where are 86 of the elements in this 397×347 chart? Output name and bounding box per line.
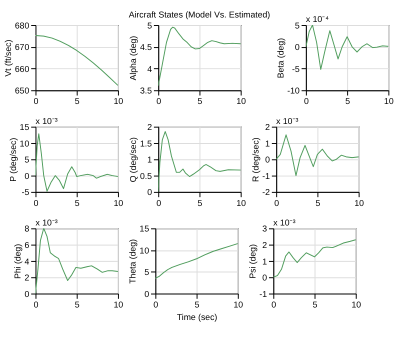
y-tick-label: 2 [24, 272, 30, 283]
y-tick-label: 10 [20, 138, 30, 148]
y-tick-label: 2 [147, 122, 152, 132]
x-tick-label: 5 [74, 198, 80, 208]
x-tick-label: 10 [351, 299, 362, 310]
x-tick-label: 10 [114, 96, 124, 106]
x-tick-label: 5 [315, 198, 320, 208]
line-series [155, 243, 238, 279]
x-tick-label: 10 [114, 198, 124, 208]
y-tick-label: 0 [24, 288, 30, 299]
y-tick-label: -10 [287, 86, 300, 96]
x-tick-label: 10 [354, 198, 364, 208]
line-series [35, 34, 118, 86]
y-tick-label: 2 [265, 122, 270, 132]
line-series [273, 239, 356, 278]
x-tick-label: 5 [194, 299, 200, 310]
text: x 10⁻⁴ [306, 14, 330, 24]
y-tick-label: 4 [147, 64, 152, 74]
y-tick-label: 2 [262, 240, 268, 250]
y-tick-label: 4 [24, 256, 30, 266]
x-tick-label: 0 [304, 96, 309, 106]
y-tick-label: -2 [262, 187, 270, 198]
y-tick-label: 0 [147, 187, 152, 198]
y-axis-title: R (deg/sec) [250, 137, 260, 182]
text: x 10⁻³ [276, 116, 298, 126]
y-tick-label: 0 [294, 42, 300, 52]
y-tick-label: 1 [262, 256, 268, 266]
y-tick-label: 660 [14, 64, 30, 74]
line-series [276, 134, 359, 176]
y-tick-label: 0 [262, 272, 268, 283]
x-tick-label: 5 [198, 198, 203, 208]
y-tick-label: 0.5 [140, 170, 152, 181]
y-tick-label: 15 [20, 122, 30, 132]
y-tick-label: 15 [140, 224, 150, 234]
y-tick-label: 5 [147, 20, 152, 30]
y-axis-title: Phi (deg) [12, 244, 23, 279]
y-axis-title: Theta (deg) [128, 238, 138, 284]
y-axis-title: Psi (deg) [248, 244, 258, 279]
y-tick-label: 8 [24, 224, 30, 234]
y-axis-title: Q (deg/sec) [128, 137, 138, 182]
x-tick-label: 0 [34, 299, 39, 310]
y-tick-label: 1.5 [140, 138, 152, 148]
y-tick-label: 0 [24, 170, 30, 181]
x-tick-label: 0 [156, 198, 162, 208]
y-tick-label: 1 [265, 138, 270, 148]
y-tick-label: -5 [22, 187, 30, 198]
y-tick-label: 6 [24, 240, 30, 250]
y-tick-label: 10 [140, 245, 150, 256]
y-tick-label: 4.5 [140, 42, 152, 52]
y-axis-title: P (deg/sec) [8, 138, 18, 182]
y-axis-title: Vt (ft/sec) [3, 40, 14, 77]
text: x 10⁻³ [273, 217, 296, 228]
x-tick-label: 5 [345, 96, 350, 106]
y-tick-label: 3.5 [140, 86, 152, 96]
x-tick-label: 0 [156, 96, 162, 106]
x-tick-label: 10 [236, 96, 246, 106]
x-axis-title: Time (sec) [176, 312, 218, 322]
x-tick-label: 10 [114, 299, 124, 310]
y-tick-label: 5 [144, 267, 150, 278]
text: x 10⁻³ [35, 217, 58, 228]
chart-title: Aircraft States (Model Vs. Estimated) [128, 9, 270, 20]
x-tick-label: 0 [274, 198, 280, 208]
y-tick-label: 0 [144, 288, 150, 299]
x-tick-label: 5 [312, 299, 318, 310]
y-tick-label: 5 [24, 154, 30, 165]
x-tick-label: 5 [74, 299, 80, 310]
x-tick-label: 5 [74, 96, 80, 106]
x-tick-label: 0 [34, 198, 39, 208]
y-tick-label: -1 [262, 170, 270, 181]
y-axis-title: Alpha (deg) [128, 36, 138, 80]
x-tick-label: 0 [34, 96, 39, 106]
y-tick-label: 650 [14, 86, 30, 96]
x-tick-label: 10 [384, 96, 394, 106]
y-tick-label: 680 [14, 20, 30, 30]
text: x 10⁻³ [35, 116, 58, 126]
y-axis-title: Beta (deg) [275, 38, 286, 78]
y-tick-label: 1 [147, 154, 152, 165]
y-tick-label: 670 [14, 42, 30, 52]
y-tick-label: 5 [294, 20, 300, 30]
x-tick-label: 5 [198, 96, 203, 106]
y-tick-label: 0 [265, 154, 270, 165]
y-tick-label: -1 [259, 288, 268, 299]
y-tick-label: 3 [262, 224, 268, 234]
y-tick-label: -5 [292, 64, 300, 74]
x-tick-label: 10 [236, 198, 246, 208]
x-tick-label: 10 [234, 299, 244, 310]
